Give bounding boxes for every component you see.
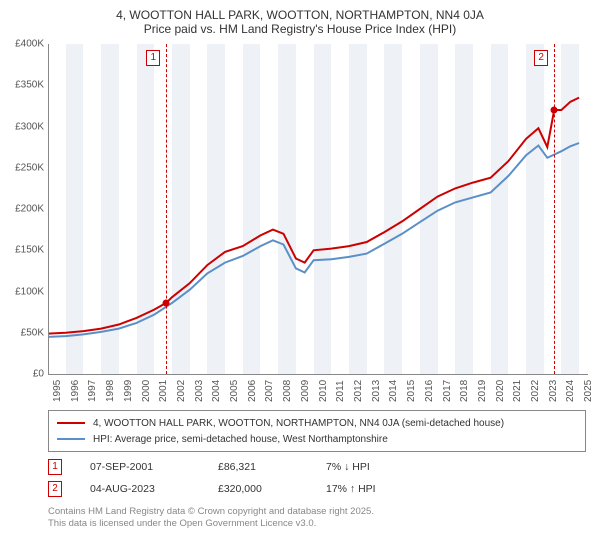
sale-callout-1: 1: [146, 50, 160, 66]
x-tick-label: 2017: [442, 380, 453, 402]
y-tick-label: £100K: [15, 286, 44, 297]
x-tick-label: 2011: [335, 380, 346, 402]
x-tick-label: 2018: [459, 380, 470, 402]
footer-line-2: This data is licensed under the Open Gov…: [48, 518, 594, 530]
sale-dot-1: [163, 299, 170, 306]
x-tick-label: 2025: [583, 380, 594, 402]
y-axis: [48, 44, 49, 374]
x-tick-label: 2022: [530, 380, 541, 402]
sales-price: £86,321: [218, 461, 298, 473]
sales-row-2: 2 04-AUG-2023 £320,000 17% ↑ HPI: [48, 478, 586, 500]
sales-diff: 17% ↑ HPI: [326, 483, 426, 495]
x-tick-label: 2009: [300, 380, 311, 402]
x-tick-label: 2000: [141, 380, 152, 402]
x-tick-label: 2019: [477, 380, 488, 402]
line-series-svg: [48, 44, 588, 374]
sales-date: 07-SEP-2001: [90, 461, 190, 473]
legend-label: HPI: Average price, semi-detached house,…: [93, 434, 388, 445]
sales-date: 04-AUG-2023: [90, 483, 190, 495]
footer-line-1: Contains HM Land Registry data © Crown c…: [48, 506, 594, 518]
x-tick-label: 1996: [70, 380, 81, 402]
sales-price: £320,000: [218, 483, 298, 495]
y-tick-label: £350K: [15, 80, 44, 91]
x-tick-label: 2012: [353, 380, 364, 402]
chart-title: 4, WOOTTON HALL PARK, WOOTTON, NORTHAMPT…: [6, 8, 594, 36]
x-tick-label: 1997: [87, 380, 98, 402]
sales-marker: 2: [48, 481, 62, 497]
y-tick-label: £250K: [15, 162, 44, 173]
sale-vline-1: [166, 44, 167, 374]
sale-dot-2: [551, 107, 558, 114]
plot-area: 12: [48, 44, 588, 374]
x-tick-label: 1995: [52, 380, 63, 402]
legend-label: 4, WOOTTON HALL PARK, WOOTTON, NORTHAMPT…: [93, 418, 504, 429]
sales-marker: 1: [48, 459, 62, 475]
legend-row-hpi: HPI: Average price, semi-detached house,…: [57, 431, 577, 447]
x-tick-label: 2014: [388, 380, 399, 402]
y-tick-label: £400K: [15, 39, 44, 50]
x-tick-label: 2005: [229, 380, 240, 402]
x-tick-label: 2021: [512, 380, 523, 402]
x-tick-label: 2006: [247, 380, 258, 402]
y-tick-label: £0: [33, 369, 44, 380]
series-hpi: [48, 143, 579, 337]
x-tick-label: 2010: [318, 380, 329, 402]
sales-diff: 7% ↓ HPI: [326, 461, 426, 473]
x-tick-label: 2002: [176, 380, 187, 402]
sale-vline-2: [554, 44, 555, 374]
x-axis: [48, 374, 588, 375]
sales-row-1: 1 07-SEP-2001 £86,321 7% ↓ HPI: [48, 456, 586, 478]
x-tick-label: 2008: [282, 380, 293, 402]
x-tick-label: 2013: [371, 380, 382, 402]
y-tick-label: £200K: [15, 204, 44, 215]
x-tick-label: 2001: [158, 380, 169, 402]
title-line-1: 4, WOOTTON HALL PARK, WOOTTON, NORTHAMPT…: [6, 8, 594, 22]
x-tick-label: 2015: [406, 380, 417, 402]
x-tick-label: 2004: [211, 380, 222, 402]
x-tick-label: 2016: [424, 380, 435, 402]
y-tick-label: £150K: [15, 245, 44, 256]
sale-callout-2: 2: [534, 50, 548, 66]
chart: 12 £0£50K£100K£150K£200K£250K£300K£350K£…: [6, 40, 594, 404]
x-tick-label: 2024: [565, 380, 576, 402]
series-property: [48, 98, 579, 334]
footer-attribution: Contains HM Land Registry data © Crown c…: [48, 506, 594, 530]
x-tick-label: 2007: [264, 380, 275, 402]
legend-swatch: [57, 422, 85, 424]
legend: 4, WOOTTON HALL PARK, WOOTTON, NORTHAMPT…: [48, 410, 586, 452]
title-line-2: Price paid vs. HM Land Registry's House …: [6, 22, 594, 36]
y-tick-label: £50K: [21, 327, 44, 338]
legend-row-property: 4, WOOTTON HALL PARK, WOOTTON, NORTHAMPT…: [57, 415, 577, 431]
sales-table: 1 07-SEP-2001 £86,321 7% ↓ HPI 2 04-AUG-2023 £…: [48, 456, 586, 500]
x-tick-label: 1999: [123, 380, 134, 402]
y-tick-label: £300K: [15, 121, 44, 132]
x-tick-label: 1998: [105, 380, 116, 402]
x-tick-label: 2023: [548, 380, 559, 402]
x-tick-label: 2003: [194, 380, 205, 402]
x-tick-label: 2020: [495, 380, 506, 402]
legend-swatch: [57, 438, 85, 440]
